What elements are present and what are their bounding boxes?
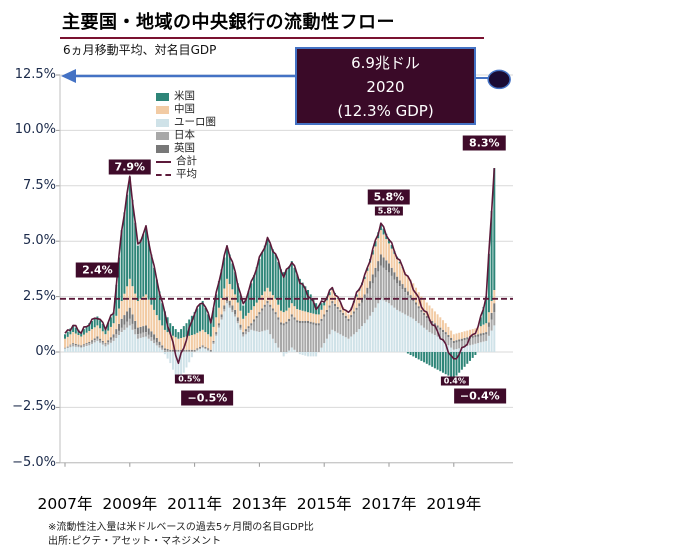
legend-item: 英国 xyxy=(156,142,216,155)
legend-swatch-icon xyxy=(156,144,169,153)
x-tick-label: 2017年 xyxy=(361,495,417,513)
legend-label: 平均 xyxy=(176,168,197,180)
legend-label: 米国 xyxy=(174,90,195,102)
y-tick-label: 5.0% xyxy=(22,233,56,249)
annotation-label: 5.8% xyxy=(367,189,411,205)
legend-label: 日本 xyxy=(174,129,195,141)
x-tick-label: 2007年 xyxy=(37,495,93,513)
callout-value: 6.9兆ドル xyxy=(351,54,420,72)
footnote-source: 出所:ピクテ・アセット・マネジメント xyxy=(48,536,222,547)
legend-item: 米国 xyxy=(156,90,216,103)
x-tick-label: 2019年 xyxy=(426,495,482,513)
legend-item: 日本 xyxy=(156,129,216,142)
y-tick-label: 12.5% xyxy=(14,67,56,82)
y-tick-label: 2.5% xyxy=(22,288,56,304)
annotation-label: 2.4% xyxy=(76,262,119,278)
legend-item: ユーロ圏 xyxy=(156,116,216,129)
legend-swatch-icon xyxy=(156,173,171,176)
annotation-label: −0.5% xyxy=(181,390,234,406)
footnote-note: ※流動性注入量は米ドルベースの過去5ヶ月間の名目GDP比 xyxy=(48,522,314,533)
legend-label: ユーロ圏 xyxy=(174,116,216,128)
y-tick-label: −5.0% xyxy=(12,454,56,470)
y-tick-label: 0% xyxy=(35,344,56,359)
legend-swatch-icon xyxy=(156,92,169,101)
annotation-label: 0.4% xyxy=(440,376,469,386)
y-tick-label: 10.0% xyxy=(14,122,56,138)
annotation-label: 0.5% xyxy=(175,374,204,384)
legend-swatch-icon xyxy=(156,131,169,140)
legend-label: 中国 xyxy=(174,103,195,115)
callout-gdp: (12.3% GDP) xyxy=(337,102,434,120)
annotation-label: 7.9% xyxy=(108,159,152,175)
legend-label: 合計 xyxy=(176,155,197,167)
title-underline xyxy=(60,37,484,39)
legend-swatch-icon xyxy=(156,105,169,114)
callout-year: 2020 xyxy=(366,78,405,96)
chart-legend: 米国 中国 ユーロ圏 日本 英国 合計 平均 xyxy=(156,90,216,181)
x-tick-label: 2009年 xyxy=(102,495,158,513)
page-title: 主要国・地域の中央銀行の流動性フロー xyxy=(62,12,395,33)
x-tick-label: 2011年 xyxy=(167,495,223,513)
chart-subtitle: 6ヵ月移動平均、対名目GDP xyxy=(63,43,217,57)
legend-item: 合計 xyxy=(156,155,216,168)
legend-swatch-icon xyxy=(156,160,171,163)
y-tick-label: 7.5% xyxy=(22,177,56,193)
x-tick-label: 2013年 xyxy=(231,495,287,513)
y-tick-label: −2.5% xyxy=(12,399,56,415)
annotation-label: −0.4% xyxy=(453,388,506,404)
x-tick-label: 2015年 xyxy=(296,495,352,513)
legend-item: 平均 xyxy=(156,168,216,181)
annotation-label: 8.3% xyxy=(463,135,506,151)
annotation-label: 5.8% xyxy=(374,206,403,216)
legend-swatch-icon xyxy=(156,118,169,127)
legend-label: 英国 xyxy=(174,142,195,154)
callout-box: 6.9兆ドル 2020 (12.3% GDP) xyxy=(295,47,476,125)
legend-item: 中国 xyxy=(156,103,216,116)
